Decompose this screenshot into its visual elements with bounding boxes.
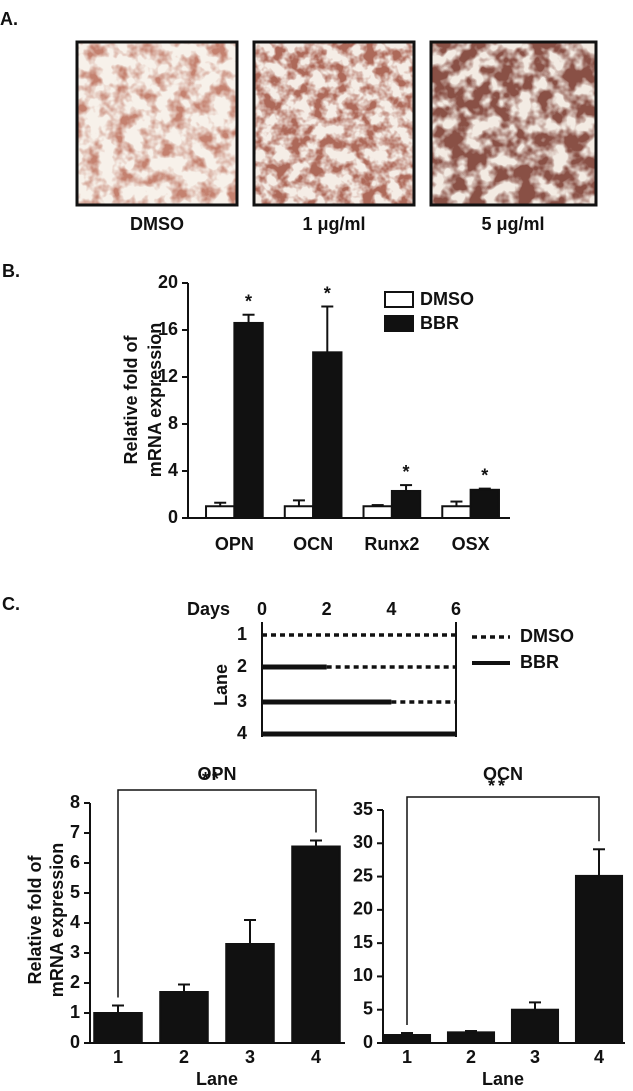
y-axis-label: Relative fold of (25, 854, 45, 984)
bracket-label: ** (202, 769, 222, 789)
y-axis-label: Relative fold of (121, 334, 141, 464)
legend-swatch (384, 291, 414, 308)
x-tick-label: OSX (452, 534, 490, 554)
y-tick-label: 0 (363, 1032, 373, 1052)
x-tick-label: 2 (179, 1047, 189, 1067)
x-tick-label: 4 (311, 1047, 321, 1067)
x-tick-label: Runx2 (364, 534, 419, 554)
y-tick-label: 8 (70, 792, 80, 812)
x-tick-label: 3 (245, 1047, 255, 1067)
bar (390, 489, 422, 520)
bar (291, 845, 341, 1044)
y-tick-label: 5 (363, 998, 373, 1018)
bar (574, 874, 624, 1044)
significance-label: * (324, 283, 331, 303)
bar (312, 351, 343, 520)
significance-label: * (403, 462, 410, 482)
panel-label: A. (0, 9, 18, 29)
lane-label: 3 (237, 691, 247, 711)
bar (283, 505, 315, 519)
y-tick-label: 10 (353, 965, 373, 985)
bar (159, 991, 209, 1044)
lane-label: 4 (237, 723, 247, 743)
y-tick-label: 16 (158, 319, 178, 339)
timeline-tick-label: 0 (257, 599, 267, 619)
lane-label: 1 (237, 624, 247, 644)
timeline-x-label: Days (187, 599, 230, 619)
timeline-y-label: Lane (211, 664, 231, 706)
x-tick-label: OPN (215, 534, 254, 554)
legend-swatch (384, 315, 414, 332)
x-tick-label: 1 (113, 1047, 123, 1067)
significance-bracket (117, 789, 317, 998)
chart-title: OPN (197, 764, 236, 784)
timeline-tick-label: 2 (322, 599, 332, 619)
bar (362, 505, 393, 519)
y-tick-label: 3 (70, 942, 80, 962)
bar (93, 1012, 143, 1044)
x-tick-label: 3 (530, 1047, 540, 1067)
lane-label: 2 (237, 656, 247, 676)
y-tick-label: 25 (353, 865, 373, 885)
image-caption: 1 μg/ml (302, 214, 365, 234)
bar (446, 1031, 496, 1044)
micrographs (75, 40, 598, 207)
y-tick-label: 12 (158, 366, 178, 386)
y-tick-label: 15 (353, 932, 373, 952)
bar (469, 488, 500, 519)
x-tick-label: OCN (293, 534, 333, 554)
x-axis-label: Lane (482, 1069, 524, 1089)
image-caption: 5 μg/ml (481, 214, 544, 234)
bar (510, 1008, 560, 1045)
y-tick-label: 30 (353, 832, 373, 852)
legend-label: DMSO (520, 626, 574, 646)
y-tick-label: 4 (168, 460, 178, 480)
timeline-tick-label: 6 (451, 599, 461, 619)
y-tick-label: 2 (70, 972, 80, 992)
y-tick-label: 35 (353, 799, 373, 819)
y-tick-label: 20 (158, 272, 178, 292)
bar (382, 1034, 432, 1045)
significance-bracket (406, 796, 600, 1026)
y-axis-label: mRNA expression (145, 323, 165, 477)
image-caption: DMSO (130, 214, 184, 234)
y-tick-label: 6 (70, 852, 80, 872)
legend-label: DMSO (420, 289, 474, 309)
y-tick-label: 4 (70, 912, 80, 932)
panel-label: C. (2, 594, 20, 614)
y-tick-label: 5 (70, 882, 80, 902)
chart-title: OCN (483, 764, 523, 784)
y-tick-label: 1 (70, 1002, 80, 1022)
timeline-tick-label: 4 (386, 599, 396, 619)
x-tick-label: 2 (466, 1047, 476, 1067)
y-tick-label: 8 (168, 413, 178, 433)
x-tick-label: 4 (594, 1047, 604, 1067)
y-tick-label: 7 (70, 822, 80, 842)
y-axis-label: mRNA expression (47, 843, 67, 997)
x-tick-label: 1 (402, 1047, 412, 1067)
legend-label: BBR (420, 313, 459, 333)
bracket-label: ** (488, 776, 508, 796)
x-axis-label: Lane (196, 1069, 238, 1089)
y-tick-label: 20 (353, 899, 373, 919)
bar (225, 943, 275, 1044)
bar (441, 505, 472, 519)
bar (205, 505, 236, 519)
bar (233, 321, 264, 520)
y-tick-label: 0 (168, 507, 178, 527)
legend-label: BBR (520, 652, 559, 672)
y-tick-label: 0 (70, 1032, 80, 1052)
significance-label: * (245, 291, 252, 311)
significance-label: * (481, 465, 488, 485)
panel-label: B. (2, 261, 20, 281)
